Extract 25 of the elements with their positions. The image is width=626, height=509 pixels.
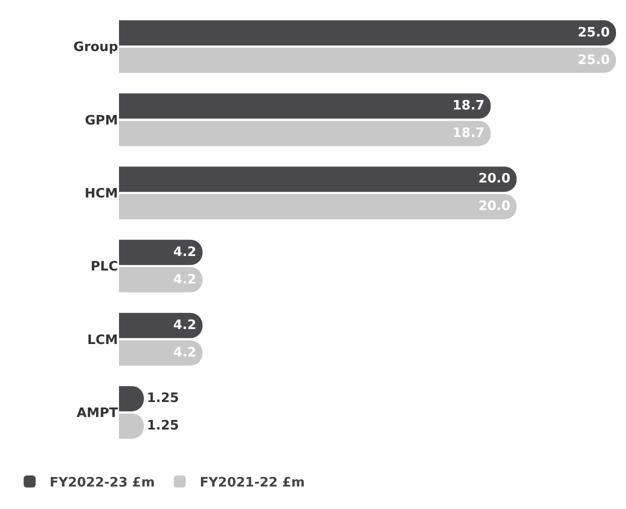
bar: [119, 120, 491, 146]
data-label: 18.7: [452, 98, 485, 114]
legend-label: FY2021-22 £m: [200, 476, 305, 491]
bar: [119, 340, 202, 366]
data-label: 4.2: [173, 318, 196, 334]
bar: [119, 166, 517, 192]
bar: [119, 267, 202, 292]
y-tick-label: HCM: [84, 186, 118, 202]
bar: [119, 48, 616, 73]
bar: [119, 194, 517, 220]
data-label: 25.0: [578, 25, 610, 40]
data-label: 1.25: [146, 418, 179, 434]
y-tick-label: AMPT: [76, 406, 118, 421]
y-tick-label: PLC: [90, 260, 118, 275]
data-label: 1.25: [146, 391, 179, 406]
y-tick-label: Group: [73, 40, 118, 56]
data-label: 4.2: [173, 244, 196, 260]
y-tick-label: LCM: [87, 332, 118, 348]
data-label: 20.0: [478, 172, 510, 187]
bar: [119, 312, 202, 338]
bar: [119, 240, 202, 265]
y-tick-label: GPM: [84, 113, 118, 128]
bar: [119, 20, 616, 46]
bar: [119, 93, 491, 119]
legend-label: FY2022-23 £m: [50, 476, 155, 491]
